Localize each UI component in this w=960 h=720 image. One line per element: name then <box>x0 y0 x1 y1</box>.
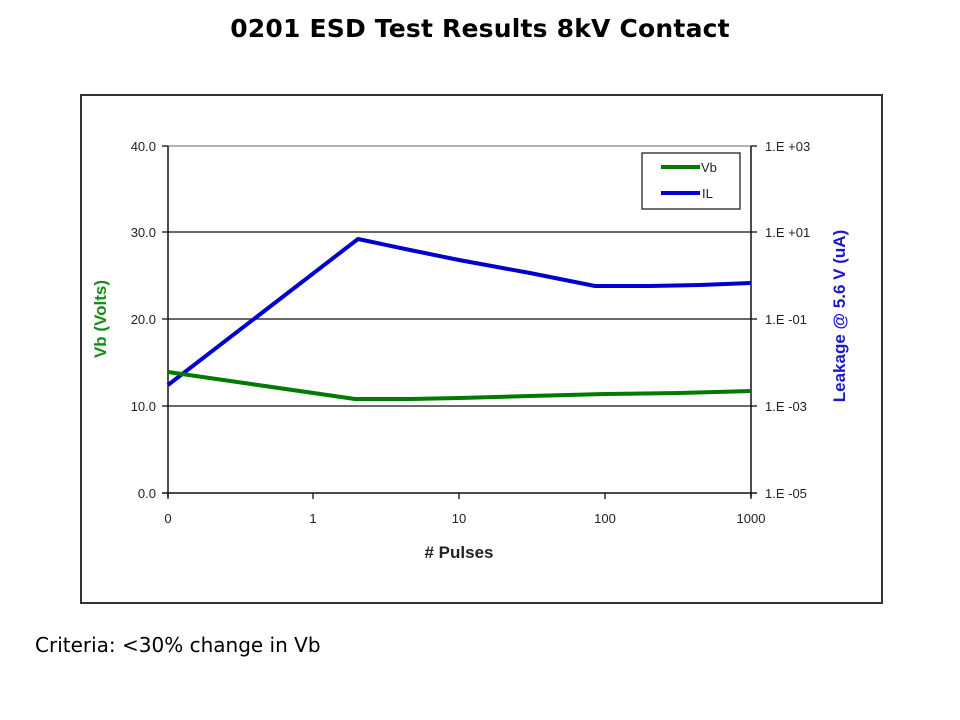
y-axis-left-title: Vb (Volts) <box>91 280 110 358</box>
legend-vb-label: Vb <box>701 160 717 175</box>
series-vb-line <box>167 370 752 401</box>
series-il-line <box>166 237 752 387</box>
x-tick-label: 100 <box>594 511 616 526</box>
legend: Vb IL <box>641 152 741 210</box>
legend-il-label: IL <box>702 186 713 201</box>
x-tick-label: 1 <box>309 511 316 526</box>
left-tick-label: 30.0 <box>131 225 156 240</box>
x-tick-marks <box>167 493 752 499</box>
x-tick-label: 0 <box>164 511 171 526</box>
right-tick-label: 1.E -01 <box>765 312 807 327</box>
x-axis-title: # Pulses <box>425 543 494 562</box>
plot-area <box>162 145 757 499</box>
right-tick-label: 1.E -03 <box>765 399 807 414</box>
x-tick-label: 10 <box>452 511 466 526</box>
left-tick-label: 0.0 <box>138 486 156 501</box>
criteria-caption: Criteria: <30% change in Vb <box>35 633 321 657</box>
right-tick-labels: 1.E +03 1.E +01 1.E -01 1.E -03 1.E -05 <box>765 139 810 501</box>
right-tick-label: 1.E +03 <box>765 139 810 154</box>
left-tick-marks <box>162 145 168 407</box>
slide-title: 0201 ESD Test Results 8kV Contact <box>230 14 730 43</box>
x-tick-label: 1000 <box>737 511 766 526</box>
left-tick-label: 20.0 <box>131 312 156 327</box>
left-tick-label: 40.0 <box>131 139 156 154</box>
right-tick-label: 1.E -05 <box>765 486 807 501</box>
right-tick-label: 1.E +01 <box>765 225 810 240</box>
left-tick-labels: 40.0 30.0 20.0 10.0 0.0 <box>131 139 156 501</box>
left-tick-label: 10.0 <box>131 399 156 414</box>
x-tick-labels: 0 1 10 100 1000 <box>164 511 765 526</box>
right-tick-marks <box>751 145 757 407</box>
y-axis-right-title: Leakage @ 5.6 V (uA) <box>830 230 849 402</box>
